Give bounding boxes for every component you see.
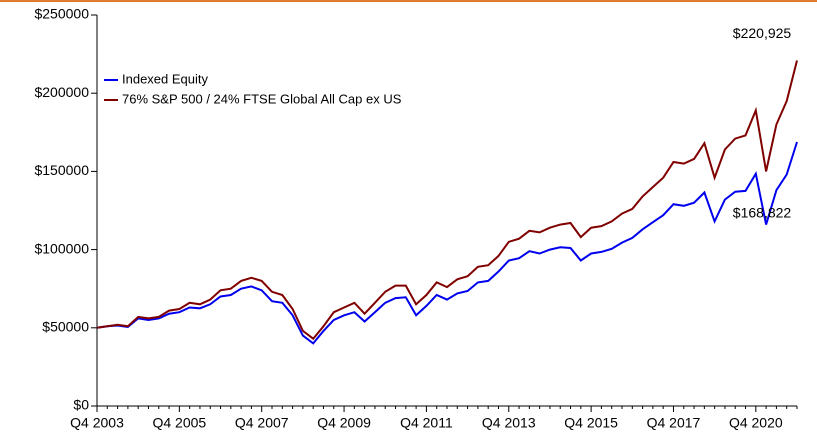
data-label: $168,822: [733, 205, 792, 221]
x-tick-label: Q4 2009: [317, 415, 371, 431]
x-tick-label: Q4 2003: [70, 415, 124, 431]
x-tick-label: Q4 2005: [152, 415, 206, 431]
x-tick-label: Q4 2017: [647, 415, 701, 431]
y-tick-label: $150000: [34, 162, 89, 178]
y-tick-label: $50000: [42, 319, 89, 335]
legend-label: Indexed Equity: [122, 71, 209, 86]
y-tick-label: $250000: [34, 6, 89, 22]
y-tick-label: $0: [73, 397, 89, 413]
x-tick-label: Q4 2013: [482, 415, 536, 431]
y-tick-label: $200000: [34, 84, 89, 100]
line-series: [96, 141, 798, 345]
x-tick-label: Q4 2007: [235, 415, 289, 431]
y-tick-label: $100000: [34, 240, 89, 256]
data-label: $220,925: [733, 25, 792, 41]
x-tick-label: Q4 2011: [400, 415, 453, 431]
x-tick-label: Q4 2020: [729, 415, 783, 431]
x-tick-label: Q4 2015: [564, 415, 618, 431]
top-border: [0, 0, 817, 2]
line-series: [96, 60, 798, 341]
legend-label: 76% S&P 500 / 24% FTSE Global All Cap ex…: [122, 91, 402, 106]
